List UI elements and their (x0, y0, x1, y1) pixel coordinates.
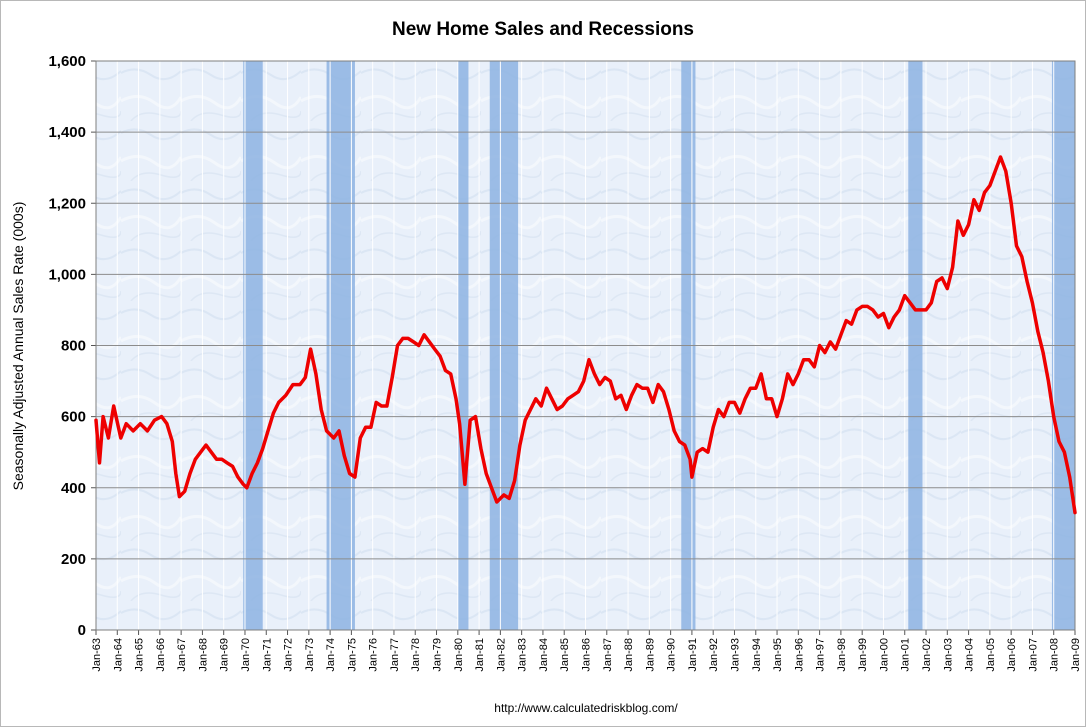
x-tick-label: Jan-91 (687, 638, 699, 672)
x-tick-label: Jan-90 (666, 638, 678, 672)
x-tick-label: Jan-93 (729, 638, 741, 672)
x-tick-label: Jan-73 (304, 638, 316, 672)
chart-title: New Home Sales and Recessions (392, 19, 694, 40)
x-tick-label: Jan-07 (1027, 638, 1039, 672)
x-tick-label: Jan-98 (836, 638, 848, 672)
x-tick-label: Jan-08 (1049, 638, 1061, 672)
x-tick-label: Jan-75 (346, 638, 358, 672)
x-tick-label: Jan-94 (751, 638, 763, 672)
plot-border (95, 60, 1076, 631)
x-tick-label: Jan-01 (900, 638, 912, 672)
x-tick-label: Jan-74 (325, 638, 337, 672)
y-axis-label: Seasonally Adjusted Annual Sales Rate (0… (10, 202, 26, 491)
x-tick-label: Jan-69 (219, 638, 231, 672)
y-tick-label: 400 (61, 480, 86, 497)
y-tick-label: 800 (61, 338, 86, 355)
series-line-0 (94, 155, 1077, 515)
x-tick-label: Jan-72 (283, 638, 295, 672)
x-tick-label: Jan-89 (644, 638, 656, 672)
y-axis-ticks: 0 200 400 600 800 1,000 1,200 1,400 1,600 (48, 53, 96, 639)
x-tick-label: Jan-68 (197, 638, 209, 672)
x-tick-label: Jan-92 (708, 638, 720, 672)
x-tick-label: Jan-63 (91, 638, 103, 672)
y-tick-label: 1,600 (48, 53, 86, 70)
y-tick-label: 200 (61, 551, 86, 568)
x-tick-label: Jan-02 (921, 638, 933, 672)
x-tick-label: Jan-66 (155, 638, 167, 672)
x-tick-label: Jan-86 (581, 638, 593, 672)
x-tick-label: Jan-81 (474, 638, 486, 672)
x-tick-label: Jan-82 (495, 638, 507, 672)
x-tick-label: Jan-97 (815, 638, 827, 672)
x-tick-label: Jan-05 (985, 638, 997, 672)
x-tick-label: Jan-04 (964, 638, 976, 672)
y-tick-label: 600 (61, 409, 86, 426)
source-url: http://www.calculatedriskblog.com/ (494, 701, 678, 715)
x-tick-label: Jan-79 (432, 638, 444, 672)
x-tick-label: Jan-06 (1006, 638, 1018, 672)
x-tick-label: Jan-00 (878, 638, 890, 672)
x-tick-label: Jan-67 (176, 638, 188, 672)
x-tick-label: Jan-65 (134, 638, 146, 672)
x-tick-label: Jan-03 (942, 638, 954, 672)
x-tick-label: Jan-09 (1070, 638, 1082, 672)
y-tick-label: 1,200 (48, 195, 86, 212)
y-tick-label: 1,000 (48, 266, 86, 283)
y-tick-label: 0 (78, 622, 86, 639)
x-axis-ticks: Jan-63 Jan-64 Jan-65 Jan-66 Jan-67 Jan-68 Jan-… (91, 630, 1082, 672)
x-tick-label: Jan-99 (857, 638, 869, 672)
x-tick-label: Jan-96 (793, 638, 805, 672)
x-tick-label: Jan-71 (261, 638, 273, 672)
x-tick-label: Jan-83 (517, 638, 529, 672)
x-tick-label: Jan-84 (538, 638, 550, 672)
series-layer (94, 155, 1077, 515)
x-tick-label: Jan-88 (623, 638, 635, 672)
x-tick-label: Jan-78 (410, 638, 422, 672)
x-tick-label: Jan-95 (772, 638, 784, 672)
x-tick-label: Jan-77 (389, 638, 401, 672)
x-tick-label: Jan-80 (453, 638, 465, 672)
x-tick-label: Jan-76 (368, 638, 380, 672)
y-tick-label: 1,400 (48, 124, 86, 141)
x-tick-label: Jan-85 (559, 638, 571, 672)
x-tick-label: Jan-87 (602, 638, 614, 672)
x-tick-label: Jan-70 (240, 638, 252, 672)
x-tick-label: Jan-64 (112, 638, 124, 672)
